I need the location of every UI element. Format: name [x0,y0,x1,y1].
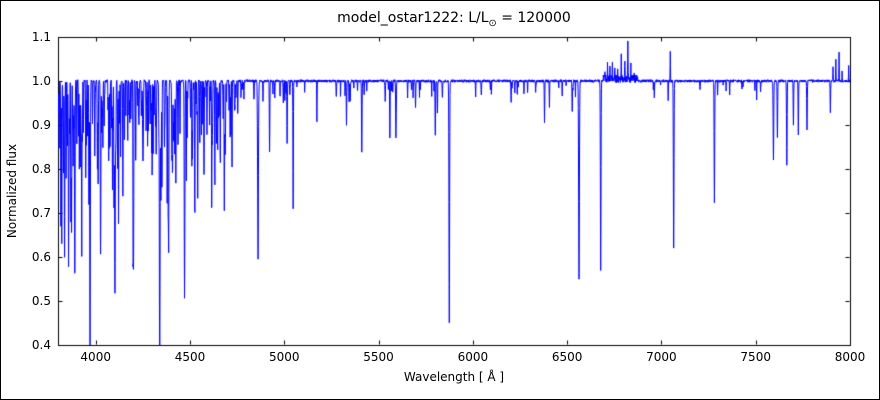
y-tick-label: 0.4 [31,338,51,352]
y-tick-label: 0.8 [31,162,51,176]
x-tick-label: 4000 [80,350,111,364]
x-tick-label: 5000 [269,350,300,364]
x-tick-label: 4500 [174,350,206,364]
y-tick-label: 1.0 [31,74,51,88]
x-tick-label: 6000 [457,350,489,364]
x-tick-label: 8000 [834,350,866,364]
y-tick-label: 0.5 [31,294,51,308]
plot-title-text: model_ostar1222: L/L [337,10,489,26]
x-tick-label: 7000 [646,350,677,364]
sun-symbol: ⊙ [488,17,497,29]
x-axis-label: Wavelength [ Å ] [403,370,505,384]
x-tick-label: 6500 [551,350,583,364]
y-tick-label: 1.1 [31,30,51,44]
y-tick-label: 0.6 [31,250,51,264]
plot-title-value: = 120000 [496,10,571,26]
plot-title: model_ostar1222: L/L⊙ = 120000 [58,10,850,29]
y-tick-label: 0.7 [31,206,51,220]
x-tick-label: 5500 [363,350,394,364]
x-tick-label: 7500 [740,350,771,364]
y-tick-label: 0.9 [31,118,51,132]
